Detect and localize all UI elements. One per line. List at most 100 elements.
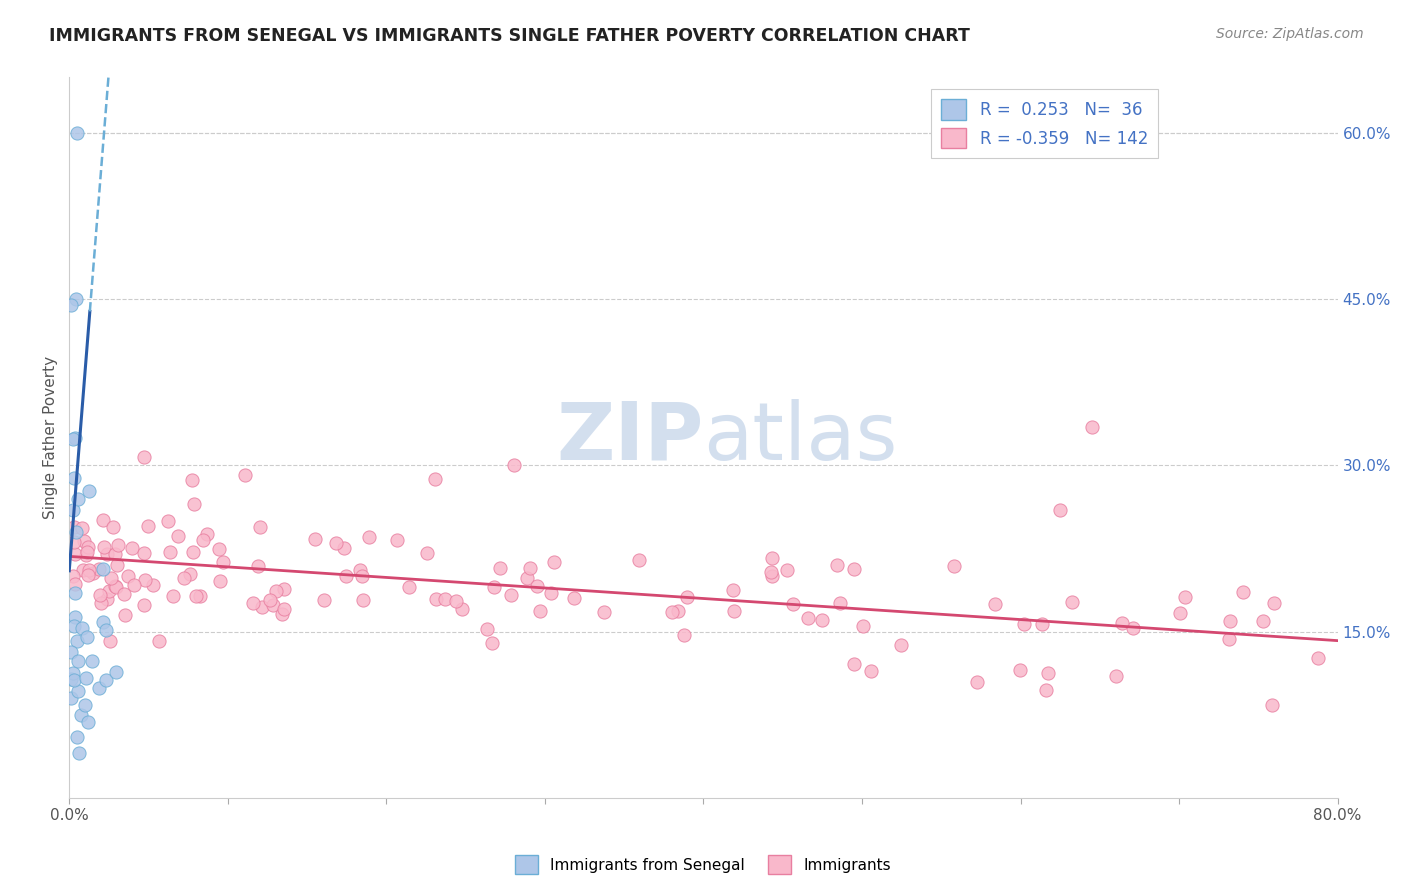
Point: [65, 292, 87, 306]
Point: [325, 536, 347, 550]
Point: [159, 545, 181, 559]
Point: [540, 585, 562, 599]
Point: [79, 483, 101, 498]
Point: [96, 547, 118, 561]
Point: [526, 579, 548, 593]
Point: [503, 458, 526, 473]
Point: [70, 621, 93, 635]
Point: [67, 654, 90, 668]
Point: [1218, 632, 1240, 646]
Point: [350, 568, 373, 582]
Point: [62, 432, 84, 446]
Point: [759, 566, 782, 580]
Point: [966, 674, 988, 689]
Point: [70, 521, 93, 535]
Point: [60, 672, 83, 686]
Point: [166, 528, 188, 542]
Point: [519, 561, 541, 575]
Point: [65, 577, 87, 591]
Point: [723, 604, 745, 618]
Point: [80, 654, 103, 668]
Text: IMMIGRANTS FROM SENEGAL VS IMMIGRANTS SINGLE FATHER POVERTY CORRELATION CHART: IMMIGRANTS FROM SENEGAL VS IMMIGRANTS SI…: [49, 27, 970, 45]
Point: [661, 605, 683, 619]
Point: [1174, 590, 1197, 604]
Point: [89, 562, 111, 576]
Point: [673, 628, 696, 642]
Point: [67, 491, 90, 506]
Point: [65, 524, 87, 539]
Point: [62, 666, 84, 681]
Point: [359, 531, 381, 545]
Point: [797, 611, 820, 625]
Point: [72, 563, 94, 577]
Point: [425, 472, 447, 486]
Point: [66, 634, 89, 648]
Point: [247, 559, 270, 574]
Y-axis label: Single Father Poverty: Single Father Poverty: [44, 356, 58, 519]
Point: [349, 563, 371, 577]
Point: [481, 636, 503, 650]
Point: [181, 545, 204, 559]
Point: [782, 597, 804, 611]
Point: [66, 684, 89, 698]
Point: [208, 541, 231, 556]
Point: [67, 747, 90, 761]
Point: [60, 645, 83, 659]
Point: [828, 596, 851, 610]
Point: [63, 520, 86, 534]
Point: [212, 555, 235, 569]
Point: [1251, 614, 1274, 628]
Point: [335, 568, 357, 582]
Point: [444, 594, 467, 608]
Point: [860, 664, 883, 678]
Point: [75, 698, 97, 712]
Point: [252, 599, 274, 614]
Point: [60, 691, 83, 706]
Point: [148, 633, 170, 648]
Point: [90, 596, 112, 610]
Point: [184, 589, 207, 603]
Point: [181, 473, 204, 487]
Point: [134, 573, 156, 587]
Point: [675, 590, 697, 604]
Point: [304, 533, 326, 547]
Point: [242, 596, 264, 610]
Point: [104, 665, 127, 680]
Point: [593, 605, 616, 619]
Text: Source: ZipAtlas.com: Source: ZipAtlas.com: [1216, 27, 1364, 41]
Point: [984, 597, 1007, 611]
Point: [273, 602, 295, 616]
Point: [1111, 615, 1133, 630]
Point: [723, 583, 745, 598]
Point: [183, 497, 205, 511]
Point: [75, 549, 97, 563]
Point: [1081, 419, 1104, 434]
Point: [76, 545, 98, 559]
Point: [1031, 617, 1053, 632]
Point: [776, 563, 799, 577]
Point: [173, 571, 195, 585]
Text: ZIP: ZIP: [557, 399, 703, 476]
Point: [1049, 503, 1071, 517]
Point: [1060, 594, 1083, 608]
Point: [825, 558, 848, 572]
Point: [117, 569, 139, 583]
Point: [1168, 607, 1191, 621]
Point: [63, 619, 86, 633]
Point: [385, 533, 408, 547]
Point: [63, 586, 86, 600]
Point: [142, 578, 165, 592]
Point: [77, 563, 100, 577]
Point: [1218, 614, 1240, 628]
Point: [627, 553, 650, 567]
Point: [262, 598, 284, 612]
Point: [1308, 651, 1330, 665]
Point: [122, 577, 145, 591]
Point: [529, 604, 551, 618]
Point: [121, 541, 143, 555]
Point: [761, 551, 783, 566]
Point: [91, 562, 114, 576]
Point: [93, 541, 115, 555]
Point: [76, 568, 98, 582]
Point: [114, 607, 136, 622]
